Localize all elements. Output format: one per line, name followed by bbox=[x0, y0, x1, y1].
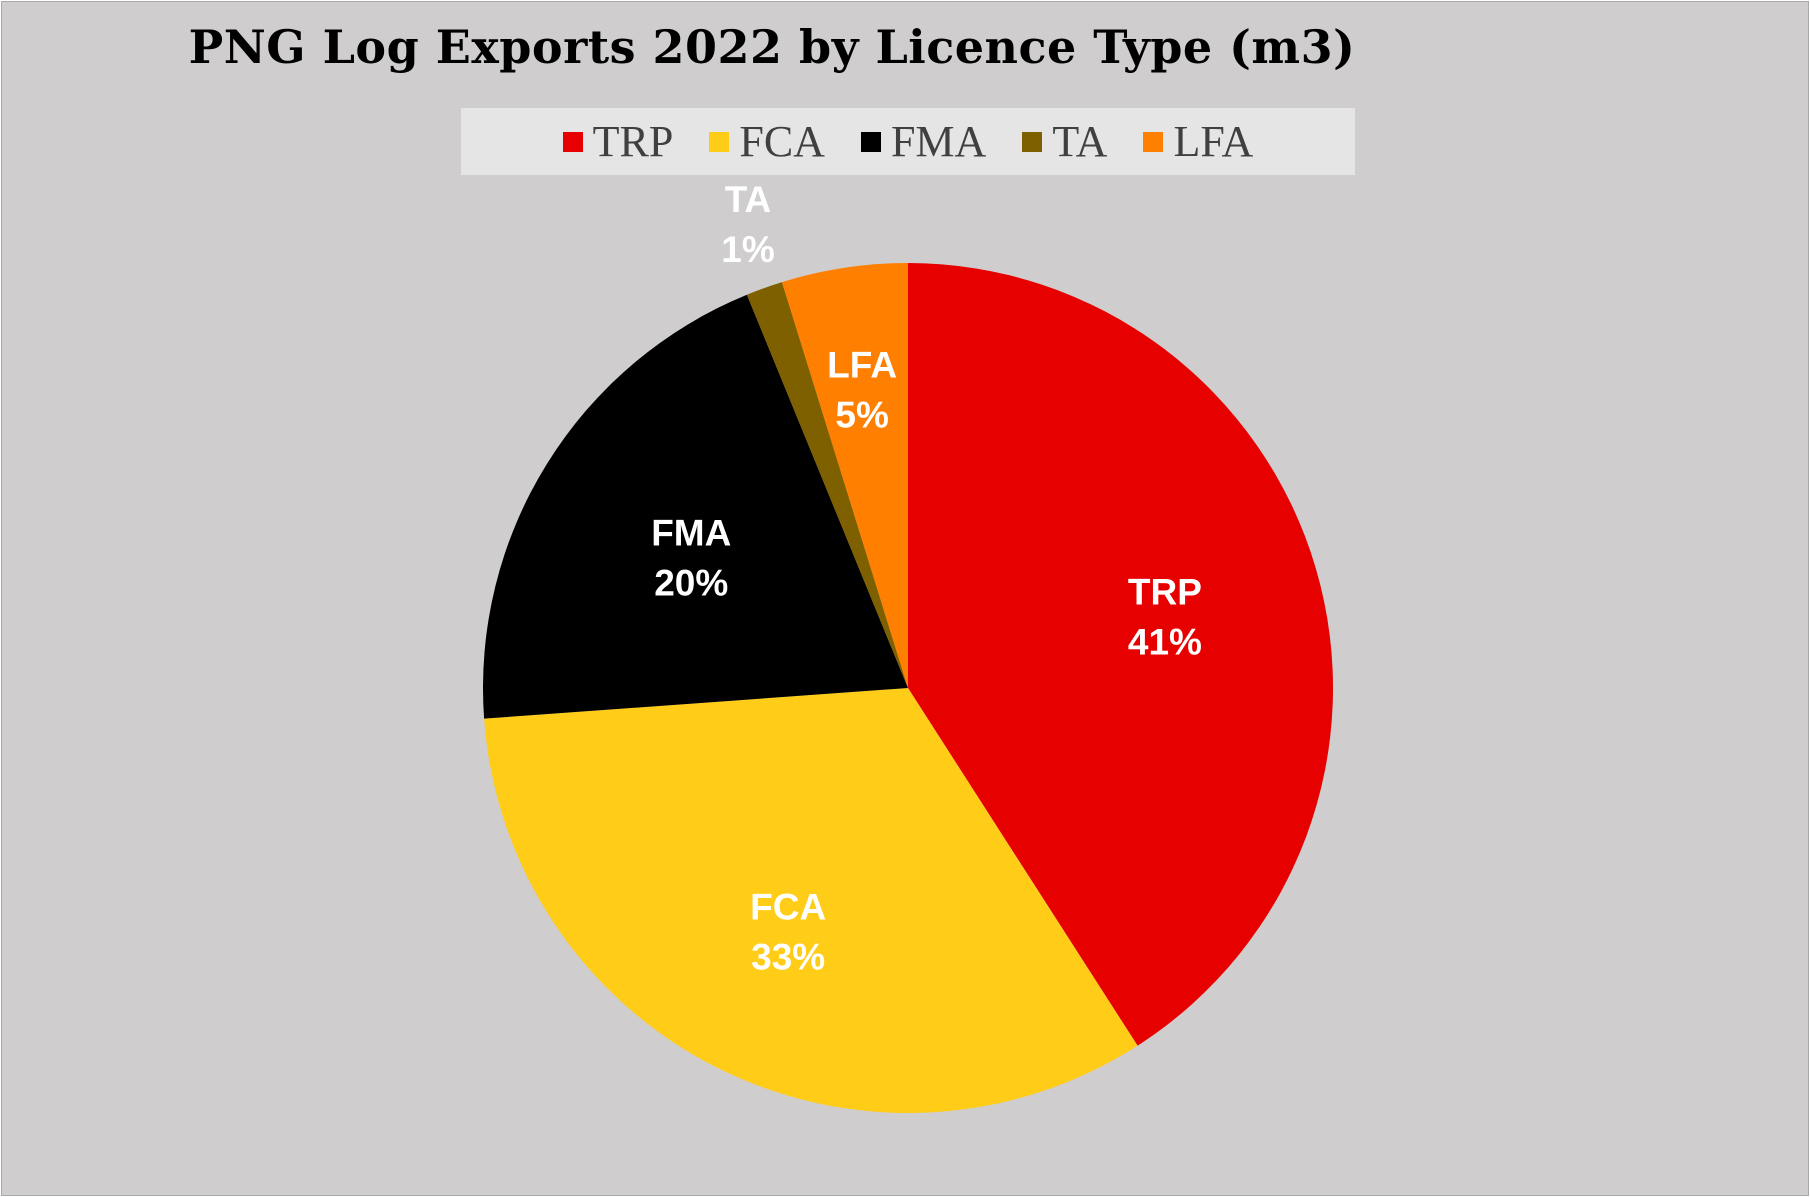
legend-item-fma: FMA bbox=[860, 116, 987, 167]
legend: TRP FCA FMA TA LFA bbox=[461, 108, 1355, 175]
legend-swatch-fma bbox=[860, 131, 881, 152]
legend-label-lfa: LFA bbox=[1173, 117, 1254, 166]
legend-label-fca: FCA bbox=[739, 117, 825, 166]
legend-item-ta: TA bbox=[1022, 116, 1107, 167]
legend-item-trp: TRP bbox=[562, 116, 674, 167]
legend-swatch-ta bbox=[1022, 131, 1043, 152]
chart-title: PNG Log Exports 2022 by Licence Type (m3… bbox=[188, 20, 1356, 74]
pie-slice-lfa bbox=[782, 263, 908, 688]
data-label-fca: FCA 33% bbox=[750, 886, 826, 977]
data-label-trp: TRP 41% bbox=[1128, 572, 1202, 663]
legend-swatch-fca bbox=[709, 131, 730, 152]
pie-slice-fca bbox=[484, 688, 1138, 1113]
legend-swatch-trp bbox=[562, 131, 583, 152]
data-label-lfa: LFA 5% bbox=[827, 344, 897, 435]
legend-label-trp: TRP bbox=[592, 117, 674, 166]
legend-item-lfa: LFA bbox=[1143, 116, 1253, 167]
data-label-fma: FMA 20% bbox=[651, 513, 731, 604]
pie-slice-fma bbox=[483, 294, 908, 719]
legend-item-fca: FCA bbox=[709, 116, 825, 167]
pie-slice-trp bbox=[908, 263, 1333, 1046]
pie-slice-ta bbox=[746, 282, 908, 688]
legend-label-fma: FMA bbox=[890, 117, 987, 166]
legend-label-ta: TA bbox=[1052, 117, 1108, 166]
data-label-ta: TA 1% bbox=[721, 179, 774, 270]
legend-swatch-lfa bbox=[1143, 131, 1164, 152]
